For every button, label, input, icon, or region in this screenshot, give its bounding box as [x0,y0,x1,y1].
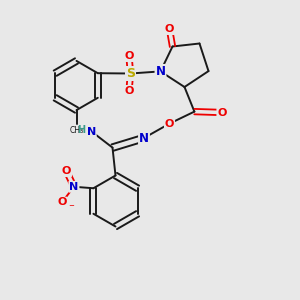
Text: O: O [217,107,227,118]
Text: O: O [124,51,134,61]
Text: O: O [62,166,71,176]
Text: N: N [155,65,166,78]
Text: O: O [165,118,174,129]
Text: N: N [87,127,96,137]
Text: H: H [77,124,86,135]
Text: CH₃: CH₃ [69,126,84,135]
Text: N: N [69,182,79,192]
Text: ⁻: ⁻ [68,203,74,213]
Text: O: O [57,197,67,207]
Text: O: O [165,24,174,34]
Text: O: O [124,86,134,96]
Text: N: N [139,131,149,145]
Text: S: S [126,67,135,80]
